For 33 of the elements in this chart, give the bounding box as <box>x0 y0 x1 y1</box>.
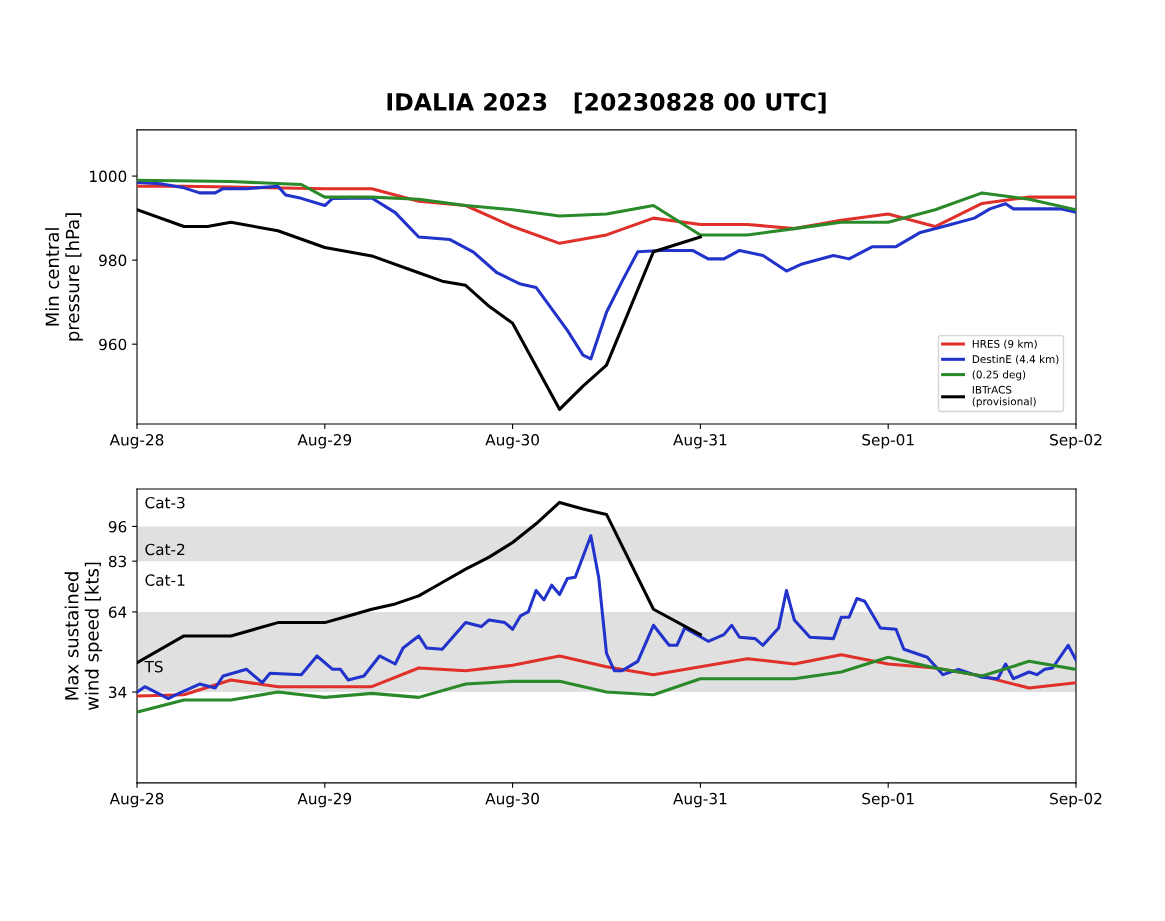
line-series <box>137 534 1076 701</box>
x-tick-label: Aug-31 <box>673 434 727 449</box>
x-tick-label: Aug-29 <box>297 434 352 449</box>
annotation: Cat-1 <box>145 574 185 586</box>
x-tick-label: Aug-29 <box>297 792 352 808</box>
x-tick-label: Sep-01 <box>862 434 914 449</box>
legend-label: (0.25 deg) <box>972 370 1026 381</box>
line-series <box>137 178 1076 237</box>
y-tick-label: 1000 <box>90 170 127 183</box>
x-tick-label: Aug-30 <box>485 434 539 449</box>
y-axis-title: Max sustained wind speed [kts] <box>64 562 103 711</box>
x-tick-label: Aug-28 <box>109 434 164 449</box>
line-series <box>137 655 1076 714</box>
x-tick-label: Aug-31 <box>673 792 727 808</box>
band-label: TS <box>144 660 163 673</box>
y-tick-label: 83 <box>108 555 127 568</box>
y-tick-label: 96 <box>108 520 127 533</box>
chart-title: IDALIA 2023 [20230828 00 UTC] <box>387 92 826 114</box>
x-tick-label: Sep-01 <box>862 792 914 808</box>
legend-label: IBTrACS (provisional) <box>972 385 1036 408</box>
x-tick-label: Sep-02 <box>1050 434 1102 449</box>
annotation: Cat-3 <box>145 496 185 509</box>
legend-label: DestinE (4.4 km) <box>972 355 1059 365</box>
x-tick-label: Aug-30 <box>485 792 539 808</box>
x-tick-label: Aug-28 <box>109 792 164 808</box>
y-axis-title: Min central pressure [hPa] <box>45 213 83 341</box>
y-tick-label: 960 <box>99 338 127 351</box>
y-tick-label: 34 <box>109 686 127 699</box>
y-tick-label: 64 <box>108 606 127 618</box>
y-tick-label: 980 <box>99 254 127 267</box>
legend-label: HRES (9 km) <box>972 339 1037 350</box>
band-label: Cat-2 <box>145 543 185 556</box>
x-tick-label: Sep-02 <box>1050 792 1102 808</box>
